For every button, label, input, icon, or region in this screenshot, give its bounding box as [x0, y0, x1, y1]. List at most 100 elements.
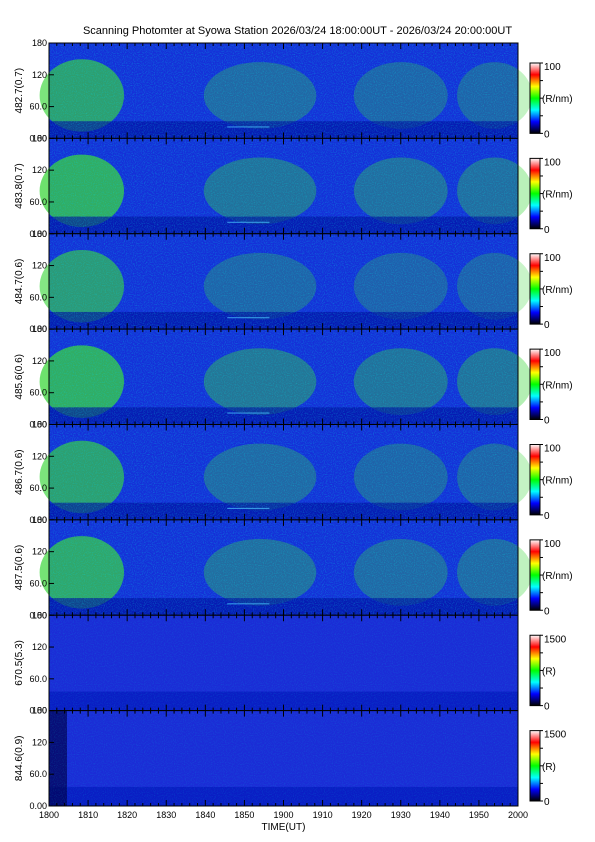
colorbar [529, 253, 541, 325]
panel-3: 0.00 60.0 120 180 484.7(0.6) 100 (R/nm) 0 [14, 229, 573, 334]
colorbar [529, 539, 541, 611]
y-tick-label: 0.00 [29, 420, 47, 430]
colorbar-min-label: 0 [544, 416, 550, 427]
x-tick-label: 1800 [39, 810, 59, 820]
panel-6: 0.00 60.0 120 180 487.5(0.6) 100 (R/nm) 0 [14, 515, 573, 620]
colorbar-max-label: 100 [544, 157, 561, 168]
colorbar-min-label: 0 [544, 702, 550, 713]
x-tick-label: 1810 [78, 810, 98, 820]
panel-8: 0.00 60.0 120 180 844.6(0.9) 1500 (R) 0 [14, 706, 567, 811]
panel-wavelength-label: 486.7(0.6) [14, 449, 25, 495]
y-tick-label: 180 [32, 229, 47, 239]
colorbar-min-label: 0 [544, 606, 550, 617]
colorbar [529, 348, 541, 420]
y-tick-label: 120 [32, 737, 47, 747]
colorbar-min-label: 0 [544, 511, 550, 522]
colorbar [529, 730, 541, 802]
x-tick-label: 1910 [313, 810, 333, 820]
panel-5: 0.00 60.0 120 180 486.7(0.6) 100 (R/nm) 0 [14, 420, 573, 525]
y-tick-label: 180 [32, 515, 47, 525]
y-tick-label: 180 [32, 133, 47, 143]
noise-overlay [49, 329, 518, 425]
colorbar-max-label: 100 [544, 348, 561, 359]
y-tick-label: 120 [32, 165, 47, 175]
colorbar-unit-label: (R/nm) [542, 380, 573, 391]
noise-overlay [49, 424, 518, 520]
colorbar-unit-label: (R/nm) [542, 190, 573, 201]
panel-wavelength-label: 487.5(0.6) [14, 545, 25, 591]
colorbar [529, 157, 541, 230]
x-tick-label: 1830 [156, 810, 176, 820]
y-tick-label: 180 [32, 420, 47, 430]
noise-overlay [49, 43, 518, 139]
colorbar-unit-label: (R/nm) [542, 476, 573, 487]
x-tick-label: 1840 [195, 810, 215, 820]
y-tick-label: 0.00 [29, 706, 47, 716]
colorbar-unit-label: (R/nm) [542, 285, 573, 296]
y-tick-label: 60.0 [29, 388, 47, 398]
colorbar-max-label: 100 [544, 62, 561, 73]
y-tick-label: 120 [32, 261, 47, 271]
x-tick-label: 1850 [234, 810, 254, 820]
y-tick-label: 60.0 [29, 292, 47, 302]
noise-overlay [49, 138, 518, 234]
y-tick-label: 0.00 [29, 515, 47, 525]
colorbar-unit-label: (R/nm) [542, 571, 573, 582]
colorbar-max-label: 100 [544, 444, 561, 455]
y-tick-label: 180 [32, 610, 47, 620]
y-tick-label: 120 [32, 642, 47, 652]
x-tick-label: 2000 [508, 810, 528, 820]
x-tick-label: 1930 [391, 810, 411, 820]
y-tick-label: 0.00 [29, 610, 47, 620]
x-tick-label: 1920 [352, 810, 372, 820]
y-tick-label: 60.0 [29, 102, 47, 112]
colorbar-max-label: 1500 [544, 634, 567, 645]
y-tick-label: 0.00 [29, 229, 47, 239]
y-tick-label: 120 [32, 70, 47, 80]
noise-overlay [49, 710, 518, 806]
y-tick-label: 120 [32, 356, 47, 366]
colorbar-min-label: 0 [544, 225, 550, 236]
colorbar-max-label: 100 [544, 539, 561, 550]
x-tick-label: 1900 [273, 810, 293, 820]
y-tick-label: 60.0 [29, 483, 47, 493]
y-tick-label: 180 [32, 324, 47, 334]
colorbar-unit-label: (R) [542, 762, 556, 773]
panel-wavelength-label: 844.6(0.9) [14, 736, 25, 782]
colorbar [529, 62, 541, 134]
colorbar [529, 634, 541, 707]
y-tick-label: 60.0 [29, 197, 47, 207]
y-tick-label: 60.0 [29, 769, 47, 779]
colorbar-min-label: 0 [544, 797, 550, 808]
colorbar-max-label: 1500 [544, 730, 567, 741]
panel-2: 0.00 60.0 120 180 483.8(0.7) 100 (R/nm) 0 [14, 133, 573, 238]
colorbar-unit-label: (R/nm) [542, 94, 573, 105]
y-tick-label: 120 [32, 547, 47, 557]
panel-wavelength-label: 483.8(0.7) [14, 163, 25, 209]
panel-wavelength-label: 485.6(0.6) [14, 354, 25, 400]
chart-title: Scanning Photomter at Syowa Station 2026… [82, 25, 513, 37]
panel-wavelength-label: 482.7(0.7) [14, 68, 25, 114]
y-tick-label: 180 [32, 706, 47, 716]
panel-4: 0.00 60.0 120 180 485.6(0.6) 100 (R/nm) 0 [14, 324, 573, 429]
panel-wavelength-label: 670.5(5.3) [14, 640, 25, 686]
x-tick-label: 1820 [117, 810, 137, 820]
panel-wavelength-label: 484.7(0.6) [14, 259, 25, 305]
colorbar-min-label: 0 [544, 320, 550, 331]
y-tick-label: 60.0 [29, 674, 47, 684]
x-axis-label: TIME(UT) [262, 822, 306, 833]
noise-overlay [49, 519, 518, 616]
colorbar-max-label: 100 [544, 253, 561, 264]
colorbar [529, 444, 541, 516]
y-tick-label: 0.00 [29, 133, 47, 143]
noise-overlay [49, 615, 518, 711]
x-tick-label: 1950 [469, 810, 489, 820]
panel-1: 0.00 60.0 120 180 482.7(0.7) 100 (R/nm) 0 [14, 38, 573, 143]
x-tick-label: 1940 [430, 810, 450, 820]
y-tick-label: 60.0 [29, 578, 47, 588]
y-tick-label: 120 [32, 451, 47, 461]
colorbar-unit-label: (R) [542, 666, 556, 677]
noise-overlay [49, 233, 518, 330]
colorbar-min-label: 0 [544, 129, 550, 140]
